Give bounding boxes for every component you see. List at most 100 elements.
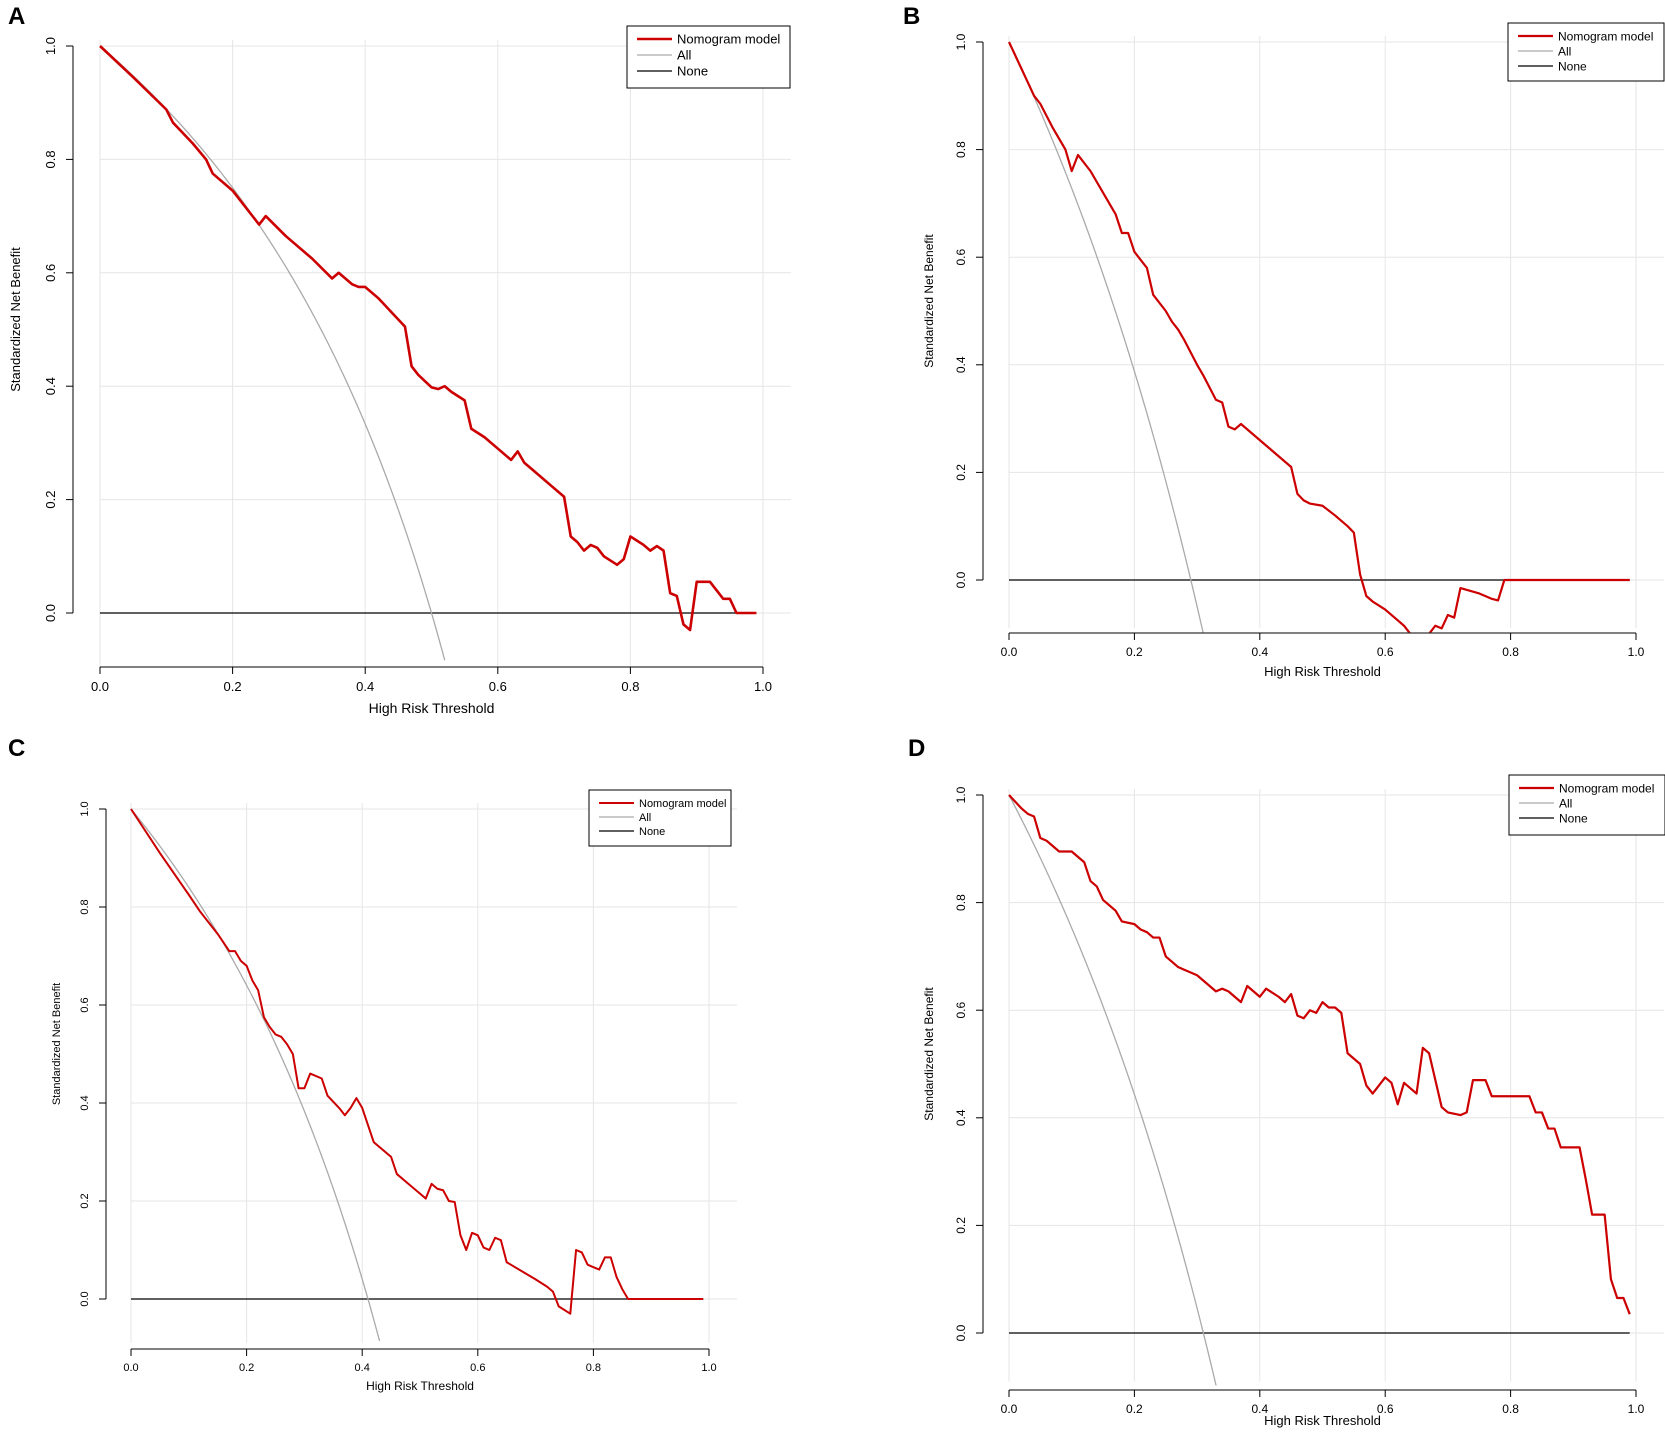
y-tick-label: 0.8 bbox=[954, 141, 968, 158]
x-tick-label: 0.2 bbox=[1126, 1402, 1143, 1416]
legend-label-all: All bbox=[1559, 796, 1572, 810]
x-tick-label: 0.4 bbox=[356, 679, 374, 694]
legend-label-none: None bbox=[1559, 811, 1588, 825]
y-axis-title: Standardized Net Benefit bbox=[8, 247, 23, 392]
series-nomogram-line bbox=[1008, 794, 1631, 1315]
y-tick-label: 0.8 bbox=[43, 150, 58, 168]
y-tick-label: 0.2 bbox=[43, 491, 58, 509]
x-tick-label: 0.8 bbox=[586, 1362, 601, 1374]
series-nomogram-line bbox=[130, 808, 704, 1315]
y-tick-label: 0.2 bbox=[954, 1217, 968, 1234]
legend-label-none: None bbox=[677, 64, 708, 79]
panel-a: A 0.0 0.2 0.4 0.6 0.8 1.0 0.0 0.2 0.4 0.6 0.8 1.0 Hig… bbox=[8, 3, 791, 716]
series-all-line bbox=[1008, 794, 1217, 1386]
plot-area bbox=[99, 45, 757, 661]
y-tick-label: 0.6 bbox=[43, 264, 58, 282]
y-tick-label: 0.4 bbox=[43, 377, 58, 395]
x-tick-label: 0.8 bbox=[1502, 1402, 1519, 1416]
x-tick-label: 0.6 bbox=[470, 1362, 485, 1374]
x-tick-label: 1.0 bbox=[701, 1362, 716, 1374]
series-all-line bbox=[130, 808, 381, 1342]
y-tick-label: 0.8 bbox=[79, 899, 91, 914]
y-tick-label: 0.0 bbox=[43, 604, 58, 622]
x-tick-label: 0.4 bbox=[1251, 645, 1268, 659]
legend-label-none: None bbox=[1558, 59, 1587, 73]
x-tick-label: 0.4 bbox=[355, 1362, 370, 1374]
panel-letter: B bbox=[903, 3, 920, 30]
legend-box bbox=[626, 25, 791, 89]
grid bbox=[1008, 789, 1664, 1382]
y-tick-label: 0.2 bbox=[79, 1193, 91, 1208]
y-tick-label: 0.6 bbox=[954, 249, 968, 266]
y-tick-label: 1.0 bbox=[954, 786, 968, 803]
x-tick-label: 0.6 bbox=[489, 679, 507, 694]
x-tick-label: 0.6 bbox=[1377, 1402, 1394, 1416]
legend-label-nomogram: Nomogram model bbox=[639, 798, 726, 810]
x-axis-title: High Risk Threshold bbox=[1264, 1413, 1381, 1428]
x-axis-title: High Risk Threshold bbox=[369, 700, 495, 716]
x-tick-label: 0.0 bbox=[1001, 645, 1018, 659]
y-tick-label: 0.8 bbox=[954, 894, 968, 911]
y-tick-label: 0.2 bbox=[954, 464, 968, 481]
x-tick-label: 1.0 bbox=[754, 679, 772, 694]
plot-area bbox=[1008, 794, 1631, 1386]
series-nomogram-line bbox=[1008, 41, 1630, 633]
legend-box bbox=[588, 789, 732, 847]
grid bbox=[1008, 36, 1664, 629]
series-all-line bbox=[99, 45, 446, 661]
x-axis bbox=[1008, 1389, 1637, 1397]
x-tick-label: 0.0 bbox=[123, 1362, 138, 1374]
panel-letter: C bbox=[8, 735, 25, 762]
y-tick-label: 0.4 bbox=[954, 356, 968, 373]
grid bbox=[99, 40, 791, 670]
x-tick-label: 1.0 bbox=[1628, 1402, 1645, 1416]
legend-label-nomogram: Nomogram model bbox=[1558, 29, 1653, 43]
panel-letter: A bbox=[8, 3, 25, 30]
x-tick-label: 1.0 bbox=[1628, 645, 1645, 659]
series-nomogram-line bbox=[99, 45, 757, 632]
legend-label-all: All bbox=[677, 48, 692, 63]
y-tick-label: 0.6 bbox=[954, 1002, 968, 1019]
x-tick-label: 0.4 bbox=[1251, 1402, 1268, 1416]
y-axis bbox=[66, 45, 74, 614]
y-tick-label: 1.0 bbox=[954, 33, 968, 50]
panel-d: D 0.0 0.2 0.4 0.6 0.8 1.0 0.0 0.2 0.4 0.6 0.8 1.0 Hig… bbox=[908, 735, 1665, 1428]
x-axis-title: High Risk Threshold bbox=[1264, 664, 1381, 679]
x-tick-label: 0.2 bbox=[1126, 645, 1143, 659]
x-axis bbox=[99, 666, 764, 674]
legend-label-all: All bbox=[1558, 44, 1571, 58]
legend-label-all: All bbox=[639, 812, 651, 824]
x-tick-label: 0.0 bbox=[1001, 1402, 1018, 1416]
y-axis bbox=[976, 41, 984, 581]
y-tick-label: 0.4 bbox=[79, 1095, 91, 1110]
y-tick-label: 0.4 bbox=[954, 1109, 968, 1126]
panel-letter: D bbox=[908, 735, 925, 762]
y-axis-title: Standardized Net Benefit bbox=[922, 234, 936, 368]
series-all-line bbox=[1008, 41, 1204, 633]
y-axis bbox=[99, 808, 107, 1300]
x-tick-label: 0.2 bbox=[224, 679, 242, 694]
x-tick-label: 0.2 bbox=[239, 1362, 254, 1374]
y-tick-label: 1.0 bbox=[43, 37, 58, 55]
plot-area bbox=[130, 808, 704, 1342]
legend-box bbox=[1508, 774, 1665, 836]
legend-box bbox=[1507, 22, 1665, 82]
legend-label-nomogram: Nomogram model bbox=[677, 32, 780, 47]
y-tick-label: 0.6 bbox=[79, 997, 91, 1012]
panel-b: B 0.0 0.2 0.4 0.6 0.8 1.0 0.0 0.2 0.4 0.6 0.8 1.0 Hig… bbox=[903, 3, 1665, 679]
x-tick-label: 0.0 bbox=[91, 679, 109, 694]
y-tick-label: 0.0 bbox=[79, 1291, 91, 1306]
x-tick-label: 0.6 bbox=[1377, 645, 1394, 659]
y-tick-label: 1.0 bbox=[79, 801, 91, 816]
x-axis-title: High Risk Threshold bbox=[366, 1379, 474, 1393]
legend-label-none: None bbox=[639, 826, 665, 838]
grid bbox=[130, 803, 737, 1344]
panel-c: C 0.0 0.2 0.4 0.6 0.8 1.0 0.0 0.2 0.4 0.6 0.8 1.0 Hig… bbox=[8, 735, 737, 1393]
y-tick-label: 0.0 bbox=[954, 571, 968, 588]
x-tick-label: 0.8 bbox=[1502, 645, 1519, 659]
y-tick-label: 0.0 bbox=[954, 1324, 968, 1341]
